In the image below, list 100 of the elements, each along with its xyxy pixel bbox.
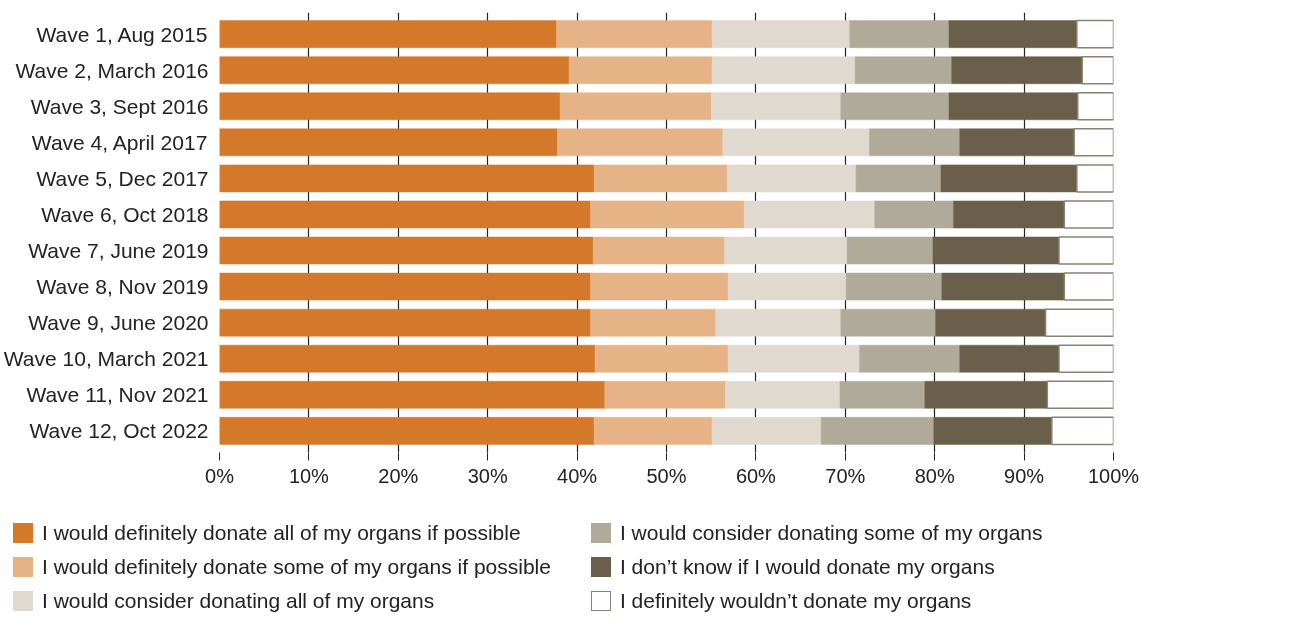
bar	[951, 56, 1083, 84]
bar	[711, 417, 822, 445]
y-tick-label: Wave 3, Sept 2016	[30, 94, 209, 118]
bar	[710, 92, 842, 121]
bar	[727, 344, 860, 373]
legend-label: I definitely wouldn’t donate my organs	[619, 588, 972, 614]
bar	[1058, 344, 1114, 373]
bar	[711, 20, 851, 48]
bar	[941, 272, 1065, 301]
x-tick-label: 100%	[1087, 464, 1140, 487]
bar	[948, 20, 1078, 48]
legend-label: I would consider donating some of my organs	[619, 520, 1043, 546]
bar	[219, 272, 591, 301]
bar	[855, 164, 942, 193]
bar	[924, 381, 1048, 409]
bar	[219, 417, 595, 445]
bar	[859, 344, 960, 373]
x-tick-label: 70%	[825, 464, 866, 487]
bar	[557, 128, 724, 157]
bar	[219, 164, 595, 193]
x-tick-label: 40%	[557, 464, 598, 487]
y-tick-label: Wave 8, Nov 2019	[36, 275, 209, 299]
bar	[593, 164, 728, 193]
bar	[727, 164, 857, 193]
bar	[219, 344, 596, 373]
bar	[724, 236, 848, 265]
bar	[940, 164, 1078, 193]
bar	[1063, 272, 1114, 301]
bar	[874, 200, 954, 229]
bar	[219, 20, 557, 48]
bar	[1076, 164, 1114, 193]
bar	[590, 308, 716, 337]
legend-label: I would consider donating all of my organs	[42, 588, 435, 614]
x-tick-label: 50%	[646, 464, 687, 487]
bar	[1073, 128, 1114, 157]
bar	[840, 308, 936, 337]
bar	[725, 381, 841, 409]
bar	[715, 308, 842, 337]
bar	[932, 236, 1060, 265]
bar	[959, 344, 1060, 373]
bar	[869, 128, 960, 157]
y-tick-label: Wave 11, Nov 2021	[26, 383, 209, 407]
bar	[953, 200, 1065, 229]
bar	[744, 200, 876, 229]
bar	[711, 56, 856, 84]
bar	[568, 56, 713, 84]
legend-label: I don’t know if I would donate my organs	[619, 554, 995, 580]
bar	[849, 20, 950, 48]
x-tick-label: 30%	[467, 464, 508, 487]
bar	[219, 381, 606, 409]
bar	[590, 200, 745, 229]
bar	[845, 272, 943, 301]
bar	[1081, 55, 1114, 85]
bar	[727, 272, 847, 301]
bar	[722, 128, 870, 157]
bar	[820, 417, 935, 445]
x-tick-label: 80%	[914, 464, 955, 487]
bar	[1058, 236, 1114, 265]
bar	[604, 381, 726, 409]
x-tick-label: 10%	[288, 464, 330, 487]
bar	[1044, 308, 1114, 337]
bar	[933, 417, 1053, 445]
x-tick-label: 0%	[205, 464, 235, 487]
y-tick-label: Wave 1, Aug 2015	[36, 22, 208, 46]
y-tick-label: Wave 6, Oct 2018	[41, 202, 209, 226]
bar	[592, 236, 725, 265]
bar	[219, 92, 561, 121]
bar	[846, 236, 934, 265]
bar	[219, 128, 558, 157]
y-tick-label: Wave 2, March 2016	[15, 58, 209, 82]
x-tick-label: 60%	[735, 464, 777, 487]
bar	[1063, 200, 1114, 229]
bar	[219, 308, 591, 337]
bar	[1076, 92, 1114, 121]
y-tick-label: Wave 4, April 2017	[31, 130, 208, 154]
bar	[1076, 19, 1114, 49]
bar	[854, 56, 952, 84]
bar	[219, 200, 591, 229]
bar	[840, 92, 950, 121]
legend-label: I would definitely donate all of my organs if possible	[42, 520, 521, 546]
bar	[219, 236, 594, 265]
bar	[556, 20, 713, 48]
legend-label: I would definitely donate some of my organs if possible	[42, 554, 551, 580]
x-tick-label: 20%	[378, 464, 419, 487]
bar	[1046, 380, 1114, 410]
bar	[590, 272, 729, 301]
bar	[593, 417, 713, 445]
y-tick-label: Wave 9, June 2020	[28, 311, 209, 335]
bar	[1051, 416, 1114, 446]
bar	[559, 92, 712, 121]
x-tick-label: 90%	[1004, 464, 1045, 487]
bar	[959, 128, 1075, 157]
y-tick-label: Wave 12, Oct 2022	[29, 419, 209, 443]
y-tick-label: Wave 7, June 2019	[28, 239, 209, 263]
bar	[219, 56, 570, 84]
bar	[594, 344, 729, 373]
bar	[948, 92, 1078, 121]
y-tick-label: Wave 10, March 2021	[3, 347, 209, 371]
bar	[839, 381, 926, 409]
bar	[935, 308, 1046, 337]
